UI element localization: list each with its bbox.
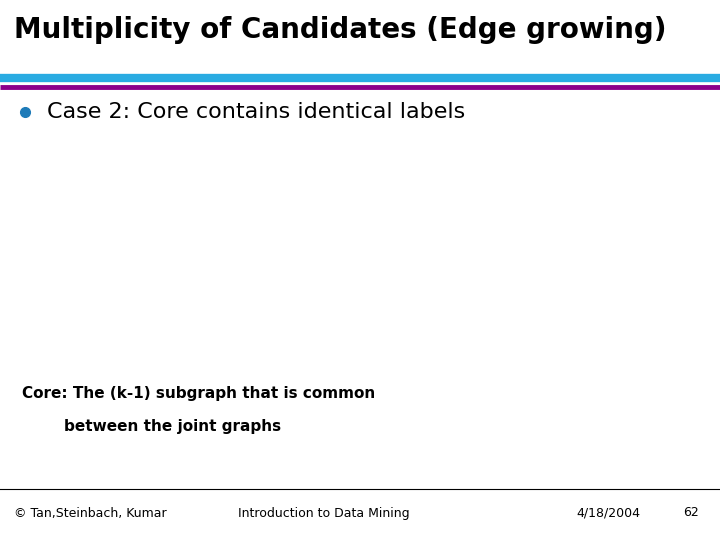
Text: Multiplicity of Candidates (Edge growing): Multiplicity of Candidates (Edge growing… xyxy=(14,16,667,44)
Text: between the joint graphs: between the joint graphs xyxy=(22,418,281,434)
Text: Core: The (k-1) subgraph that is common: Core: The (k-1) subgraph that is common xyxy=(22,386,375,401)
Text: 62: 62 xyxy=(683,507,698,519)
Text: 4/18/2004: 4/18/2004 xyxy=(576,507,640,519)
Text: © Tan,Steinbach, Kumar: © Tan,Steinbach, Kumar xyxy=(14,507,167,519)
Text: Introduction to Data Mining: Introduction to Data Mining xyxy=(238,507,410,519)
Text: Case 2: Core contains identical labels: Case 2: Core contains identical labels xyxy=(47,102,465,122)
